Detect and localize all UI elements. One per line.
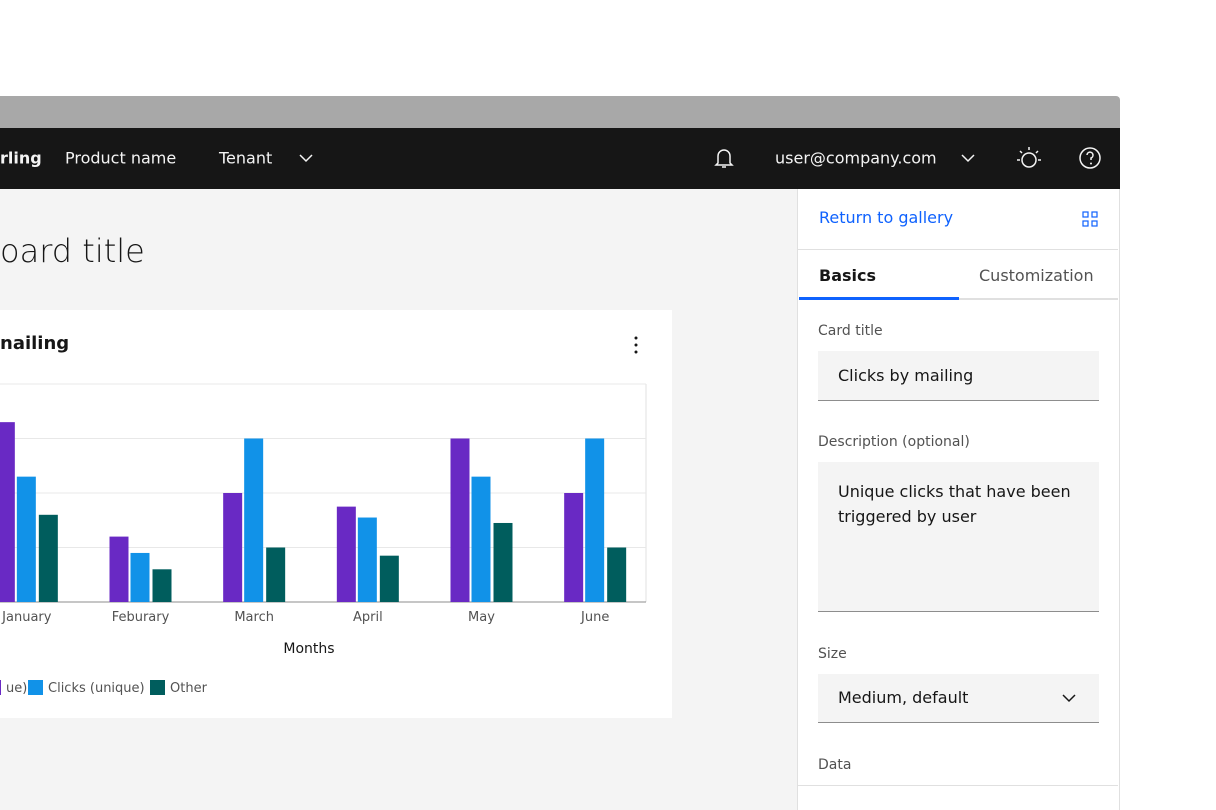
- x-tick-label: June: [580, 610, 609, 625]
- x-axis-label: Months: [283, 641, 334, 657]
- bar: [493, 522, 513, 602]
- x-tick-label: January: [1, 610, 52, 625]
- chart: January Feburary March April May June Months ue…: [0, 383, 647, 696]
- card-title: nailing: [0, 333, 70, 354]
- tab-customization[interactable]: Customization: [979, 266, 1094, 285]
- user-chevron[interactable]: [961, 153, 975, 163]
- bar: [585, 438, 605, 602]
- select-value: Medium, default: [838, 688, 969, 707]
- x-tick-label: March: [234, 610, 274, 625]
- bar: [223, 493, 243, 602]
- bar: [16, 476, 36, 602]
- divider: [798, 249, 1118, 250]
- card: January Feburary March April May June Months ue…: [0, 310, 672, 718]
- header: rling Product name Tenant user@company.c…: [0, 128, 1120, 189]
- bar: [152, 569, 172, 602]
- tab-basics[interactable]: Basics: [819, 266, 877, 285]
- x-tick-label: May: [468, 610, 495, 625]
- bar: [0, 422, 15, 602]
- tab-rule: [959, 298, 1118, 300]
- select[interactable]: Medium, default: [818, 674, 1099, 723]
- bar: [266, 547, 286, 602]
- label: Card title: [818, 323, 883, 339]
- bar: [471, 476, 491, 602]
- x-tick-label: Feburary: [112, 610, 170, 625]
- legend-label: Other: [170, 681, 208, 696]
- bar: [244, 438, 264, 602]
- legend-swatch: [0, 680, 1, 695]
- notification-icon[interactable]: [713, 146, 735, 170]
- text-area[interactable]: Unique clicks that have been triggered b…: [818, 462, 1099, 612]
- dashboard-title: oard title: [0, 232, 145, 270]
- gallery-icon[interactable]: [1082, 211, 1098, 227]
- brand[interactable]: rling: [0, 148, 42, 168]
- label: Description (optional): [818, 434, 970, 450]
- bar: [379, 555, 399, 602]
- legend-label: ue): [6, 681, 27, 696]
- label: Data: [818, 757, 852, 773]
- user-email[interactable]: user@company.com: [775, 148, 937, 168]
- idea-icon[interactable]: [1016, 145, 1042, 171]
- bar: [130, 552, 150, 602]
- label: Size: [818, 646, 847, 662]
- legend-label: Clicks (unique): [48, 681, 145, 696]
- input-value: Clicks by mailing: [838, 366, 974, 385]
- select-chevron: [1062, 694, 1076, 703]
- window-bar: [0, 96, 1120, 128]
- help-icon[interactable]: [1078, 146, 1102, 170]
- legend-swatch: [28, 680, 43, 695]
- bar: [450, 438, 470, 602]
- tab-indicator: [799, 297, 959, 300]
- legend-swatch: [150, 680, 165, 695]
- bar: [357, 517, 377, 602]
- divider: [798, 785, 1118, 786]
- bar: [607, 547, 627, 602]
- tenant-chevron[interactable]: [299, 153, 313, 163]
- bar: [109, 536, 129, 602]
- product-name[interactable]: Product name: [65, 148, 177, 168]
- bar: [38, 514, 58, 602]
- x-tick-label: April: [353, 610, 383, 625]
- text-input[interactable]: Clicks by mailing: [818, 351, 1099, 401]
- bar: [564, 493, 584, 602]
- textarea-value: Unique clicks that have been triggered b…: [838, 482, 1071, 526]
- tenant[interactable]: Tenant: [219, 148, 273, 168]
- overflow-menu[interactable]: [630, 335, 642, 355]
- bar: [336, 506, 356, 602]
- return-link[interactable]: Return to gallery: [819, 208, 954, 227]
